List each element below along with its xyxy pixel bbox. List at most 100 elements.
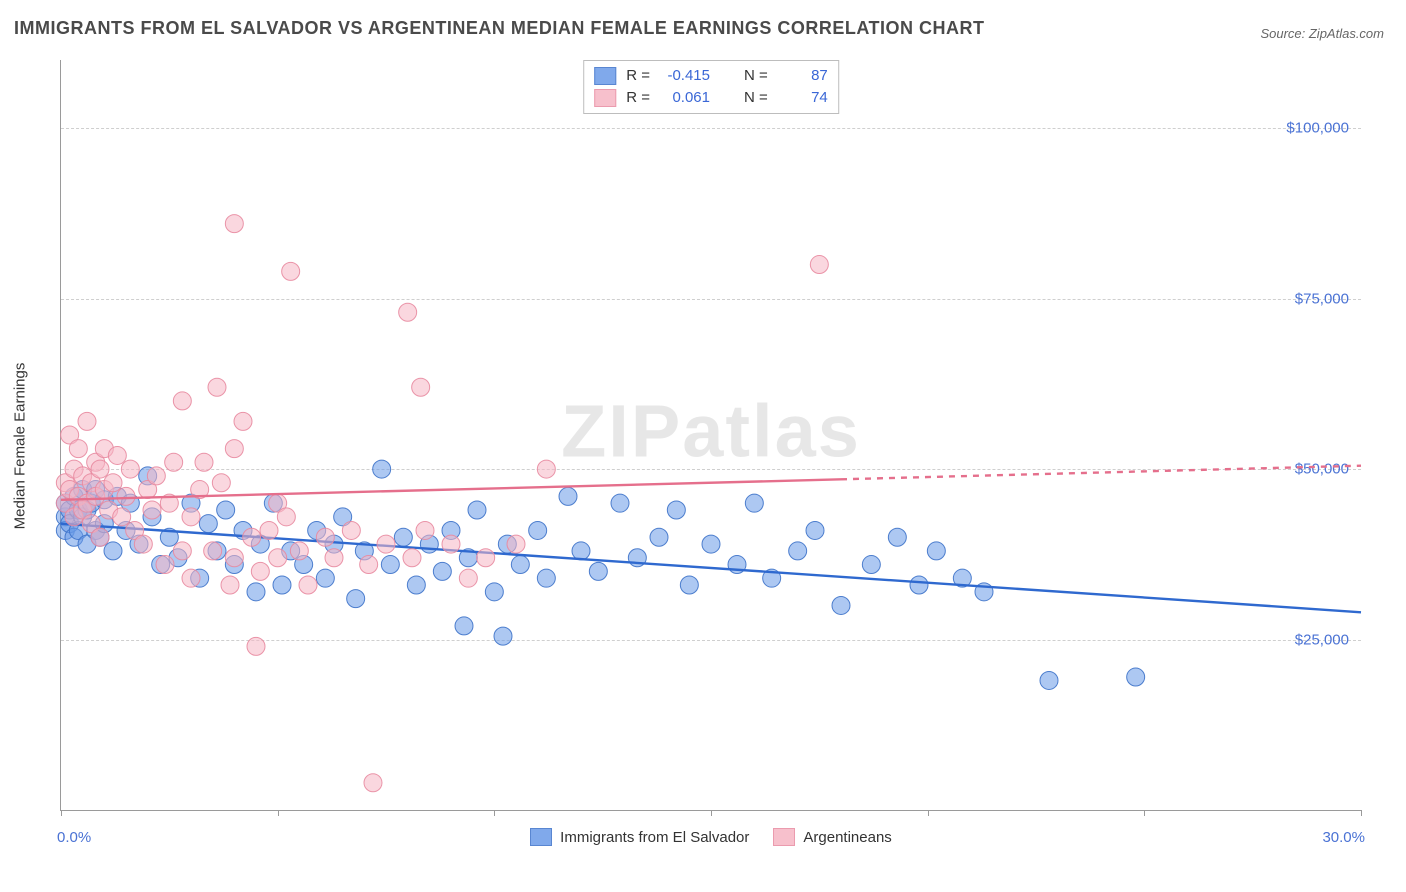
data-point-argentina <box>173 392 191 410</box>
data-point-salvador <box>862 556 880 574</box>
data-point-argentina <box>325 549 343 567</box>
data-point-salvador <box>537 569 555 587</box>
data-point-argentina <box>104 474 122 492</box>
x-tick <box>61 810 62 816</box>
data-point-argentina <box>91 528 109 546</box>
data-point-argentina <box>260 521 278 539</box>
data-point-salvador <box>559 487 577 505</box>
data-point-argentina <box>810 256 828 274</box>
source-prefix: Source: <box>1260 26 1308 41</box>
data-point-salvador <box>494 627 512 645</box>
n-label: N = <box>744 87 768 109</box>
data-point-argentina <box>403 549 421 567</box>
data-point-argentina <box>243 528 261 546</box>
data-point-argentina <box>459 569 477 587</box>
data-point-argentina <box>442 535 460 553</box>
data-point-salvador <box>381 556 399 574</box>
data-point-argentina <box>377 535 395 553</box>
swatch-argentina <box>594 89 616 107</box>
r-value-salvador: -0.415 <box>660 65 710 87</box>
data-point-salvador <box>273 576 291 594</box>
x-tick-label-left: 0.0% <box>57 829 91 846</box>
data-point-salvador <box>589 562 607 580</box>
data-point-argentina <box>412 378 430 396</box>
data-point-argentina <box>299 576 317 594</box>
data-point-salvador <box>745 494 763 512</box>
data-point-salvador <box>927 542 945 560</box>
x-tick <box>278 810 279 816</box>
data-point-argentina <box>234 412 252 430</box>
swatch-salvador <box>594 67 616 85</box>
data-point-argentina <box>208 378 226 396</box>
r-value-argentina: 0.061 <box>660 87 710 109</box>
data-point-argentina <box>282 262 300 280</box>
trend-line-argentina-dash <box>841 466 1361 480</box>
data-point-argentina <box>399 303 417 321</box>
data-point-salvador <box>104 542 122 560</box>
data-point-salvador <box>373 460 391 478</box>
series-legend: Immigrants from El Salvador Argentineans <box>61 828 1361 846</box>
data-point-argentina <box>316 528 334 546</box>
data-point-salvador <box>650 528 668 546</box>
data-point-argentina <box>507 535 525 553</box>
data-point-argentina <box>416 521 434 539</box>
data-point-argentina <box>477 549 495 567</box>
x-tick-label-right: 30.0% <box>1322 829 1365 846</box>
data-point-argentina <box>247 637 265 655</box>
data-point-salvador <box>680 576 698 594</box>
data-point-salvador <box>832 596 850 614</box>
legend-label-salvador: Immigrants from El Salvador <box>560 829 749 846</box>
legend-item-argentina: Argentineans <box>773 828 891 846</box>
x-tick <box>1361 810 1362 816</box>
data-point-salvador <box>806 521 824 539</box>
data-point-argentina <box>134 535 152 553</box>
data-point-salvador <box>529 521 547 539</box>
data-point-salvador <box>511 556 529 574</box>
swatch-argentina <box>773 828 795 846</box>
data-point-salvador <box>1040 671 1058 689</box>
data-point-argentina <box>108 446 126 464</box>
data-point-salvador <box>247 583 265 601</box>
data-point-salvador <box>789 542 807 560</box>
data-point-argentina <box>221 576 239 594</box>
x-tick <box>1144 810 1145 816</box>
legend-row-salvador: R = -0.415 N = 87 <box>594 65 828 87</box>
data-point-salvador <box>217 501 235 519</box>
data-point-argentina <box>290 542 308 560</box>
data-point-salvador <box>433 562 451 580</box>
source-name: ZipAtlas.com <box>1309 26 1384 41</box>
x-tick <box>711 810 712 816</box>
data-point-argentina <box>212 474 230 492</box>
data-point-argentina <box>251 562 269 580</box>
data-point-argentina <box>225 215 243 233</box>
data-point-salvador <box>485 583 503 601</box>
data-point-salvador <box>455 617 473 635</box>
source-attribution: Source: ZipAtlas.com <box>1260 26 1384 41</box>
data-point-argentina <box>225 549 243 567</box>
legend-item-salvador: Immigrants from El Salvador <box>530 828 749 846</box>
data-point-salvador <box>910 576 928 594</box>
data-point-salvador <box>316 569 334 587</box>
x-tick <box>928 810 929 816</box>
data-point-argentina <box>69 440 87 458</box>
data-point-argentina <box>204 542 222 560</box>
data-point-salvador <box>1127 668 1145 686</box>
data-point-argentina <box>156 556 174 574</box>
legend-label-argentina: Argentineans <box>803 829 891 846</box>
n-label: N = <box>744 65 768 87</box>
data-point-argentina <box>195 453 213 471</box>
data-point-salvador <box>611 494 629 512</box>
data-point-argentina <box>165 453 183 471</box>
data-point-salvador <box>468 501 486 519</box>
data-point-argentina <box>78 412 96 430</box>
scatter-svg <box>61 60 1361 810</box>
data-point-argentina <box>143 501 161 519</box>
data-point-argentina <box>225 440 243 458</box>
correlation-legend: R = -0.415 N = 87 R = 0.061 N = 74 <box>583 60 839 114</box>
data-point-argentina <box>182 569 200 587</box>
swatch-salvador <box>530 828 552 846</box>
data-point-argentina <box>113 508 131 526</box>
trend-line-argentina <box>61 479 841 499</box>
data-point-argentina <box>182 508 200 526</box>
data-point-argentina <box>173 542 191 560</box>
